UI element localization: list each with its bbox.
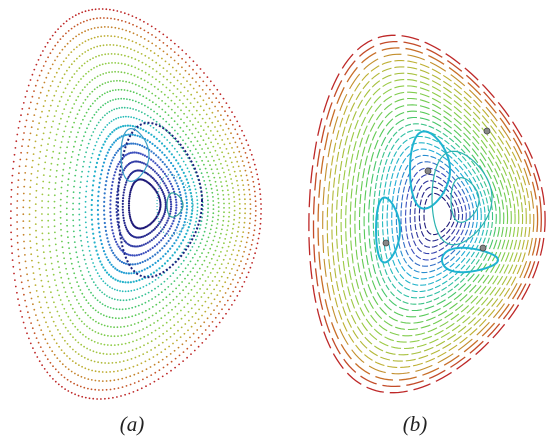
surface-b-25: [423, 192, 452, 236]
surface-a-2: [22, 26, 252, 382]
surface-b-3: [322, 53, 535, 375]
fixed-point-marker-3: [382, 239, 390, 247]
surface-a-11: [78, 106, 204, 302]
surface-a-5: [41, 53, 236, 355]
surface-b-9: [349, 91, 512, 337]
surface-b-0: [308, 34, 546, 394]
surface-b-1: [312, 40, 542, 388]
surface-a-19: [127, 178, 162, 230]
surface-b-10: [354, 97, 509, 331]
surface-b-17: [386, 142, 482, 286]
fixed-point-marker-1: [483, 127, 491, 135]
surface-b-5: [331, 66, 527, 362]
surface-b-8: [345, 85, 516, 343]
surface-a-14: [96, 133, 189, 275]
surface-a-9: [65, 88, 215, 320]
panel-a-caption: (a): [119, 412, 145, 436]
surface-b-7: [340, 78, 520, 350]
surface-a-10: [72, 97, 210, 311]
panel-b-caption: (b): [402, 412, 428, 436]
panel-a-poincare-plot: [9, 8, 262, 400]
surface-a-8: [59, 79, 220, 329]
surface-a-3: [28, 35, 247, 373]
surface-a-0: [9, 8, 262, 400]
surface-b-4: [326, 60, 531, 368]
surface-b-18: [391, 148, 479, 280]
panel-b-poincare-plot: [308, 34, 546, 394]
surface-a-13: [90, 124, 194, 284]
surface-b-13: [368, 116, 497, 312]
fixed-point-marker-4: [479, 244, 487, 252]
surface-b-12: [363, 110, 501, 318]
surface-b-11: [358, 104, 505, 324]
fixed-point-marker-2: [424, 167, 432, 175]
surface-a-1: [16, 17, 257, 391]
surface-b-16: [381, 135, 486, 293]
surface-a-4: [34, 44, 241, 364]
surface-a-18: [121, 169, 167, 239]
surface-b-22: [409, 173, 464, 255]
surface-a-7: [53, 70, 225, 338]
surface-a-6: [47, 62, 231, 347]
surface-b-2: [317, 47, 539, 381]
surface-a-12: [84, 115, 199, 293]
surface-b-14: [372, 123, 494, 305]
surface-b-24: [418, 186, 456, 242]
island-chain-a: [117, 121, 203, 279]
surface-b-15: [377, 129, 490, 299]
surface-b-6: [335, 72, 524, 356]
